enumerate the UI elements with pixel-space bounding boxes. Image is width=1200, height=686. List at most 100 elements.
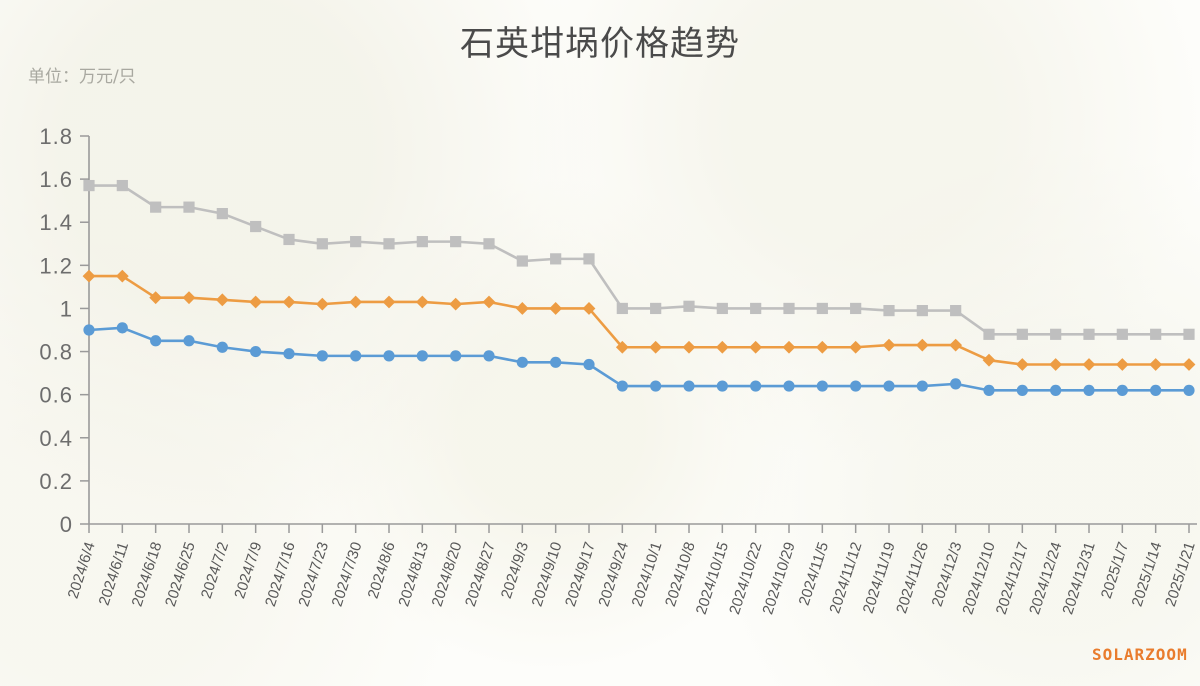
data-point-marker [815, 340, 829, 354]
x-axis-tick-label: 2024/11/19 [860, 540, 899, 616]
data-point-marker [850, 380, 862, 392]
data-point-marker [449, 297, 463, 311]
x-axis-tick-label: 2024/6/4 [65, 540, 99, 601]
data-point-marker [1083, 384, 1095, 396]
y-axis-tick-label: 0.8 [39, 340, 73, 365]
x-axis-tick-label: 2024/12/31 [1059, 540, 1098, 617]
x-axis-tick-label: 2024/12/3 [929, 540, 966, 609]
y-axis-tick-label: 0 [60, 512, 73, 537]
data-point-marker [150, 335, 162, 347]
data-point-marker [483, 238, 495, 250]
data-point-marker [683, 380, 695, 392]
series-3 [83, 322, 1195, 396]
data-point-marker [982, 353, 996, 367]
x-axis-tick-label: 2024/9/3 [498, 540, 532, 601]
x-axis-tick-label: 2024/12/10 [959, 540, 998, 617]
data-point-marker [882, 338, 896, 352]
data-point-marker [1183, 384, 1195, 396]
data-point-marker [182, 291, 196, 305]
data-point-marker [516, 255, 528, 267]
data-point-marker [116, 322, 128, 334]
data-point-marker [82, 269, 96, 283]
data-point-marker [83, 324, 95, 336]
data-point-marker [216, 208, 228, 220]
data-point-marker [149, 291, 163, 305]
data-point-marker [782, 340, 796, 354]
data-point-marker [716, 302, 728, 315]
y-axis-tick-label: 0.4 [39, 426, 73, 451]
data-point-marker [215, 293, 229, 307]
data-point-marker [1016, 384, 1028, 396]
data-point-marker [382, 295, 396, 309]
x-axis-tick-label: 2024/8/27 [462, 540, 499, 609]
data-point-marker [216, 341, 228, 353]
data-point-marker [316, 238, 328, 250]
x-axis-tick-label: 2024/9/24 [595, 540, 632, 609]
x-axis-tick-label: 2025/1/21 [1162, 540, 1199, 609]
x-axis-tick-label: 2024/8/6 [365, 540, 399, 601]
data-point-marker [915, 338, 929, 352]
x-axis-tick-label: 2024/10/1 [629, 540, 666, 609]
x-axis-tick-label: 2024/9/17 [562, 540, 599, 609]
data-point-marker [183, 201, 195, 213]
data-point-marker [1149, 358, 1163, 371]
data-point-marker [750, 302, 762, 315]
x-axis-tick-label: 2024/10/29 [759, 540, 798, 617]
series-2 [82, 269, 1196, 371]
data-point-marker [415, 295, 429, 309]
y-axis-tick-label: 1.8 [39, 124, 73, 149]
x-axis-tick-label: 2024/10/8 [662, 540, 699, 609]
data-point-marker [616, 380, 628, 392]
data-point-marker [1183, 328, 1195, 340]
y-axis-tick-label: 0.6 [39, 383, 73, 408]
data-point-marker [1015, 358, 1029, 371]
data-point-marker [783, 302, 795, 315]
solarzoom-watermark: SOLARZOOM [1092, 645, 1188, 664]
data-point-marker [350, 350, 362, 362]
data-point-marker [83, 179, 95, 192]
data-point-marker [683, 300, 695, 312]
unit-label: 单位：万元/只 [28, 67, 136, 87]
data-point-marker [450, 236, 462, 248]
series-line [87, 326, 1191, 392]
y-axis-tick-label: 1 [60, 296, 73, 321]
x-axis-tick-label: 2024/12/17 [993, 540, 1032, 617]
x-axis-tick-label: 2024/6/18 [129, 540, 166, 609]
x-axis-tick-label: 2024/11/12 [826, 540, 865, 616]
chart-title: 石英坩埚价格趋势 [460, 24, 740, 64]
data-point-marker [115, 269, 129, 283]
data-point-marker [349, 295, 363, 309]
data-point-marker [816, 380, 828, 392]
data-point-marker [1049, 358, 1063, 371]
data-point-marker [416, 350, 428, 362]
data-point-marker [150, 201, 162, 213]
x-axis-tick-label: 2024/12/24 [1026, 540, 1065, 617]
y-axis: 1.8 1.6 1.4 1.2 1 0.8 0.6 0.4 0.2 0 [39, 124, 90, 537]
data-point-marker [916, 305, 928, 317]
data-point-marker [750, 380, 762, 392]
data-point-marker [1115, 358, 1129, 371]
data-point-marker [316, 350, 328, 362]
data-point-marker [582, 302, 596, 315]
data-point-marker [983, 384, 995, 396]
data-point-marker [583, 358, 595, 371]
data-point-marker [283, 233, 295, 246]
data-point-marker [1116, 328, 1128, 340]
x-axis-tick-label: 2024/7/23 [295, 540, 332, 609]
data-point-marker [950, 378, 962, 390]
data-point-marker [516, 356, 528, 368]
x-axis-tick-label: 2025/1/7 [1098, 540, 1132, 601]
data-point-marker [682, 340, 696, 354]
data-point-marker [482, 295, 496, 309]
x-axis-tick-label: 2024/7/16 [262, 540, 299, 609]
data-point-marker [315, 297, 329, 311]
data-point-marker [282, 295, 296, 309]
data-point-marker [1116, 384, 1128, 396]
data-point-marker [583, 253, 595, 265]
x-axis-tick-label: 2024/11/26 [893, 540, 932, 616]
data-point-marker [383, 238, 395, 250]
data-point-marker [250, 345, 262, 358]
data-point-marker [550, 253, 562, 265]
y-axis-tick-label: 1.6 [39, 167, 73, 192]
